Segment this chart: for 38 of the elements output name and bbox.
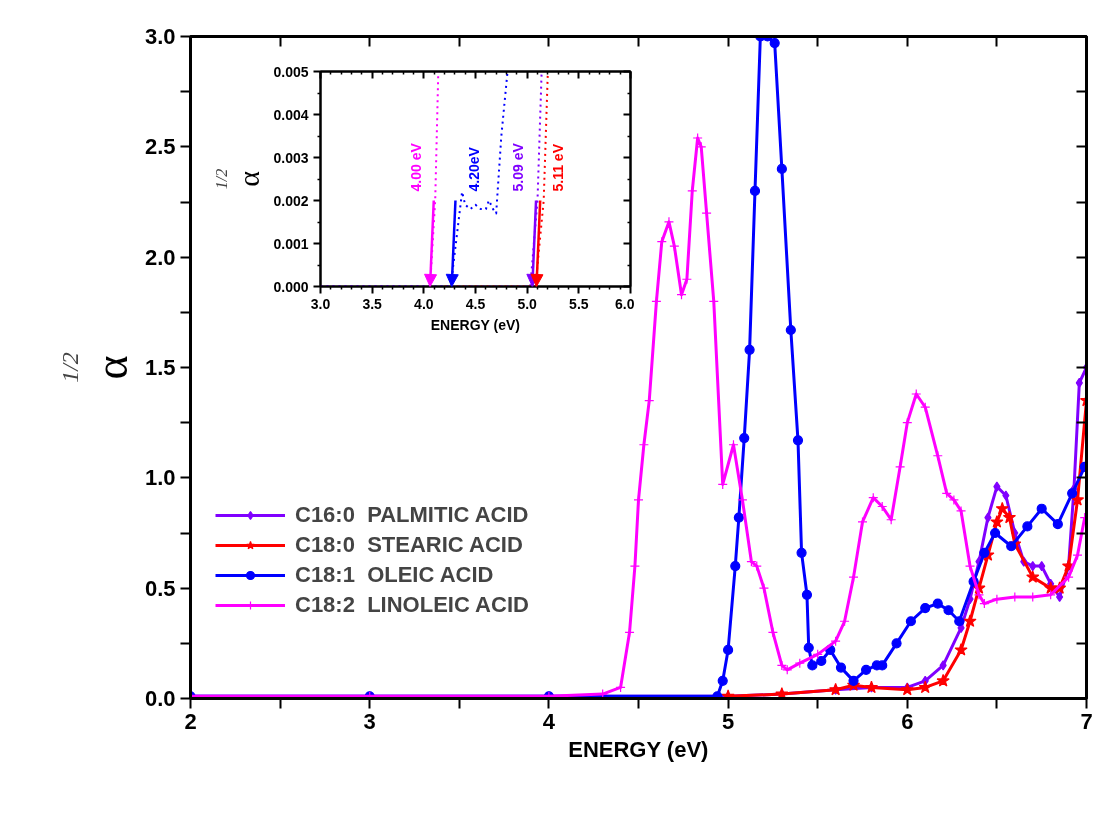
x-axis-title: ENERGY (eV) (430, 316, 520, 333)
legend-label: C18:1 OLEIC ACID (295, 562, 494, 588)
y-axis-title: α1/2 (212, 168, 266, 190)
x-tick-label: 5.5 (569, 295, 589, 312)
y-tick-label: 0.0 (144, 686, 176, 711)
x-tick-label: 3.5 (362, 295, 383, 312)
y-tick-label: 2.5 (144, 134, 176, 160)
x-tick-label: 6 (901, 708, 914, 734)
y-axis-title: α1/2 (56, 352, 137, 383)
x-tick-label: 4.0 (414, 295, 434, 312)
x-tick-label: 2 (184, 708, 197, 734)
annotation: 5.09 eV (510, 142, 527, 192)
x-axis-title: ENERGY (eV) (568, 736, 709, 762)
y-tick-label: 0.000 (273, 278, 309, 295)
y-tick-label: 0.003 (273, 149, 309, 166)
y-tick-label: 1.5 (144, 355, 176, 380)
legend-label: C18:0 STEARIC ACID (295, 532, 523, 558)
y-tick-label: 0.005 (273, 63, 309, 80)
y-tick-label: 3.0 (144, 24, 176, 49)
annotation: 5.11 eV (550, 143, 567, 192)
y-tick-label: 0.001 (273, 235, 309, 252)
y-tick-label: 0.002 (273, 192, 309, 209)
x-tick-label: 4.5 (465, 295, 486, 312)
legend-label: C18:2 LINOLEIC ACID (295, 592, 529, 618)
y-tick-label: 1.0 (144, 465, 176, 491)
annotation: 4.00 eV (408, 142, 425, 192)
y-tick-label: 0.5 (144, 575, 176, 601)
x-tick-label: 3 (363, 708, 376, 734)
x-tick-label: 5 (721, 708, 735, 734)
legend-label: C16:0 PALMITIC ACID (295, 502, 529, 528)
y-tick-label: 2.0 (144, 244, 176, 270)
x-tick-label: 3.0 (310, 295, 331, 312)
x-tick-label: 4 (542, 708, 556, 734)
x-tick-label: 5.0 (517, 295, 538, 312)
x-tick-label: 6.0 (615, 295, 635, 312)
annotation: 4.20eV (465, 146, 482, 192)
y-tick-label: 0.004 (273, 106, 309, 123)
x-tick-label: 7 (1080, 708, 1093, 734)
